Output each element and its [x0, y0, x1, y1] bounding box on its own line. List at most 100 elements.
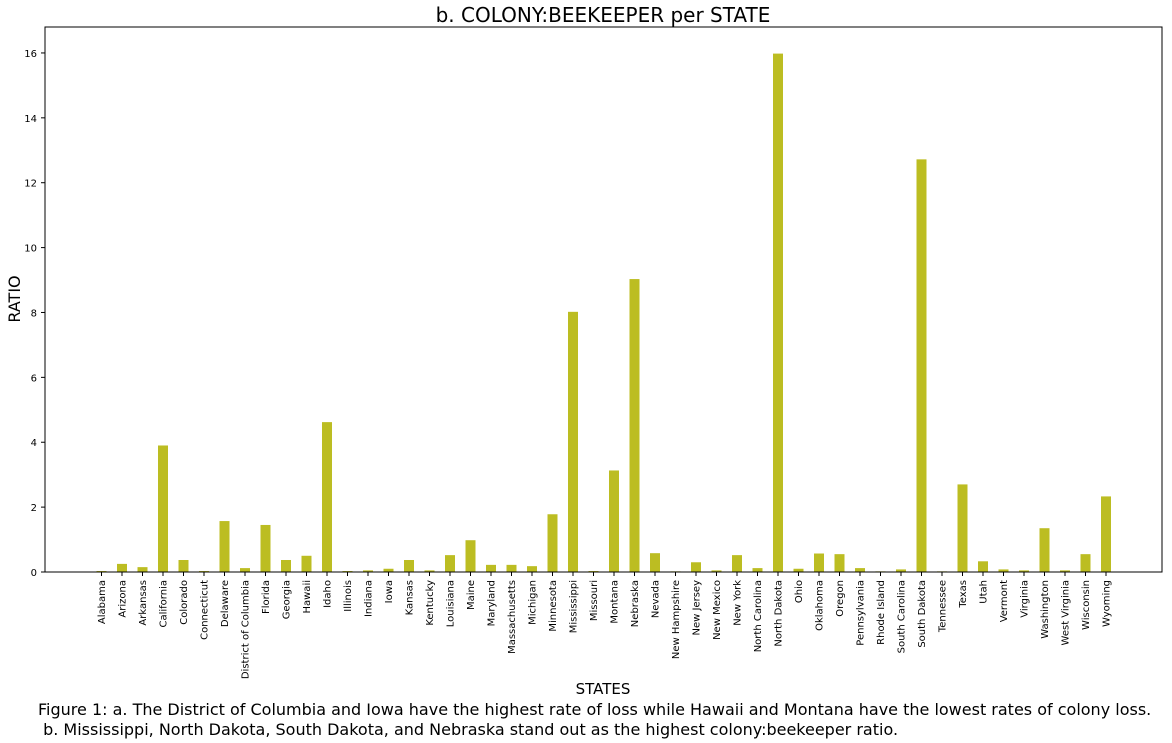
bar-new-york	[732, 555, 742, 572]
bar-west-virginia	[1060, 570, 1070, 572]
bar-massachusetts	[506, 564, 517, 572]
y-tick-label: 6	[31, 373, 37, 384]
y-tick-label: 16	[24, 49, 37, 60]
x-tick-label: New Mexico	[712, 580, 723, 640]
x-tick-label: Wisconsin	[1081, 580, 1092, 630]
bar-maryland	[486, 564, 496, 572]
bar-south-carolina	[896, 569, 906, 572]
bar-florida	[260, 524, 271, 572]
bar-indiana	[363, 570, 373, 572]
bar-district-of-columbia	[240, 568, 250, 572]
x-tick-label: Rhode Island	[876, 580, 887, 645]
x-axis-label: STATES	[576, 680, 631, 698]
bar-new-mexico	[711, 570, 722, 572]
bar-michigan	[527, 566, 537, 572]
x-tick-label: South Dakota	[917, 580, 928, 648]
y-tick-label: 14	[24, 114, 37, 125]
bar-kentucky	[424, 570, 435, 572]
x-tick-label: Arizona	[118, 580, 129, 618]
bar-wyoming	[1101, 496, 1111, 572]
x-tick-label: Michigan	[528, 580, 539, 625]
bar-new-jersey	[691, 562, 701, 572]
bar-pennsylvania	[855, 568, 865, 572]
bar-nebraska	[629, 279, 640, 572]
x-tick-label: Minnesota	[548, 580, 559, 632]
x-tick-label: Oregon	[835, 580, 846, 617]
x-tick-label: Alabama	[97, 580, 108, 624]
x-tick-label: Missouri	[589, 580, 600, 621]
x-tick-label: Louisiana	[446, 580, 457, 627]
x-tick-label: Maine	[466, 580, 477, 610]
x-tick-label: Georgia	[282, 580, 293, 619]
x-tick-label: New Jersey	[692, 580, 703, 636]
x-tick-label: Arkansas	[138, 580, 149, 626]
bar-minnesota	[547, 514, 558, 572]
caption-line-2: b. Mississippi, North Dakota, South Dako…	[38, 720, 899, 739]
x-tick-label: Indiana	[364, 580, 375, 617]
bar-iowa	[383, 568, 394, 572]
bar-arkansas	[137, 567, 148, 572]
bar-hawaii	[301, 555, 312, 572]
plot-frame	[44, 26, 1163, 573]
y-axis-ticks: 0 2 4 6 8 10 12 14 16	[24, 49, 45, 579]
x-tick-label: District of Columbia	[241, 580, 252, 679]
bar-mississippi	[568, 311, 578, 572]
figure-caption: Figure 1: a. The District of Columbia an…	[38, 700, 1168, 740]
x-tick-label: Ohio	[794, 580, 805, 603]
bar-montana	[609, 470, 619, 572]
bar-chart: b. COLONY:BEEKEEPER per STATE RATIO STAT…	[5, 3, 1163, 698]
bar-oregon	[834, 554, 845, 572]
x-tick-label: Florida	[261, 580, 272, 614]
x-tick-label: Colorado	[179, 580, 190, 625]
x-tick-label: Delaware	[220, 580, 231, 627]
bar-texas	[957, 484, 968, 572]
bar-idaho	[322, 422, 332, 572]
x-tick-label: Wyoming	[1102, 580, 1113, 627]
bar-washington	[1039, 528, 1050, 572]
x-tick-label: Pennsylvania	[856, 580, 867, 646]
x-tick-label: Illinois	[343, 580, 354, 612]
y-tick-label: 10	[24, 244, 37, 255]
x-tick-label: North Dakota	[774, 580, 785, 647]
bar-north-carolina	[752, 568, 763, 572]
x-tick-label: Maryland	[487, 580, 498, 626]
y-axis-label: RATIO	[5, 275, 24, 322]
x-tick-label: Iowa	[384, 580, 395, 603]
bar-delaware	[219, 521, 230, 572]
x-tick-label: Tennessee	[938, 580, 949, 633]
x-tick-label: Utah	[979, 580, 990, 604]
bar-oklahoma	[814, 553, 824, 572]
x-tick-label: California	[159, 580, 170, 628]
x-tick-label: Connecticut	[200, 580, 211, 640]
x-tick-label: North Carolina	[753, 580, 764, 652]
bar-louisiana	[445, 555, 455, 572]
x-tick-label: Mississippi	[569, 580, 580, 633]
x-tick-label: Virginia	[1020, 580, 1031, 618]
y-tick-label: 8	[31, 308, 37, 319]
bar-kansas	[404, 559, 414, 572]
bar-california	[158, 445, 168, 572]
bar-vermont	[998, 569, 1009, 572]
bar-wisconsin	[1080, 554, 1091, 572]
x-tick-label: South Carolina	[897, 580, 908, 653]
x-tick-label: Montana	[610, 580, 621, 624]
y-tick-label: 0	[31, 568, 37, 579]
bar-georgia	[281, 559, 291, 572]
x-tick-label: Vermont	[999, 580, 1010, 622]
x-axis-ticks: Alabama Arizona Arkansas California Colorado…	[97, 572, 1113, 679]
bar-virginia	[1019, 570, 1029, 572]
x-tick-label: Idaho	[323, 580, 334, 608]
bar-colorado	[178, 559, 189, 572]
x-tick-label: New York	[733, 580, 744, 626]
x-tick-label: Nevada	[651, 580, 662, 618]
bar-north-dakota	[773, 53, 783, 572]
chart-title: b. COLONY:BEEKEEPER per STATE	[436, 3, 771, 27]
bars	[96, 53, 1111, 572]
x-tick-label: Nebraska	[630, 580, 641, 627]
bar-maine	[465, 540, 476, 572]
x-tick-label: Texas	[958, 580, 969, 609]
bar-nevada	[650, 553, 660, 572]
x-tick-label: Kentucky	[425, 580, 436, 626]
bar-ohio	[793, 568, 804, 572]
caption-line-1: Figure 1: a. The District of Columbia an…	[38, 700, 1152, 719]
